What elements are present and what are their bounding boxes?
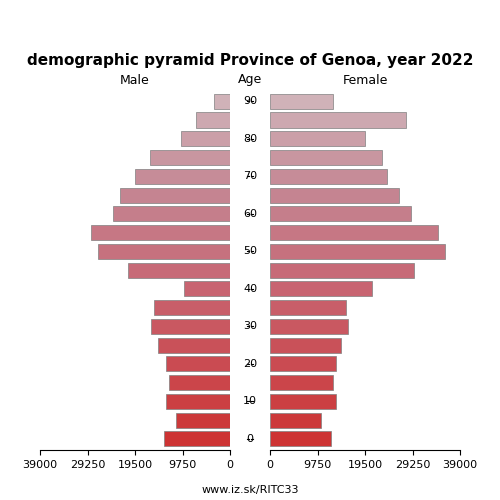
Bar xyxy=(270,412,321,428)
Bar xyxy=(270,300,345,315)
Bar xyxy=(98,244,230,259)
Bar xyxy=(270,131,365,146)
Text: 40: 40 xyxy=(243,284,257,294)
Bar xyxy=(176,412,230,428)
Text: 10: 10 xyxy=(243,396,257,406)
Bar xyxy=(270,394,336,409)
Text: demographic pyramid Province of Genoa, year 2022: demographic pyramid Province of Genoa, y… xyxy=(27,52,473,68)
Bar xyxy=(270,375,334,390)
Text: 0: 0 xyxy=(246,434,254,444)
Bar xyxy=(164,431,230,446)
Bar xyxy=(270,262,414,278)
Bar xyxy=(151,319,230,334)
Bar xyxy=(270,169,387,184)
Text: 60: 60 xyxy=(243,209,257,219)
Text: www.iz.sk/RITC33: www.iz.sk/RITC33 xyxy=(201,485,299,495)
Bar xyxy=(270,244,446,259)
Bar xyxy=(166,356,230,371)
Bar xyxy=(214,94,230,109)
Bar xyxy=(270,431,331,446)
Bar xyxy=(182,131,230,146)
Bar xyxy=(270,338,340,352)
Text: 30: 30 xyxy=(243,322,257,331)
Text: Age: Age xyxy=(238,74,262,86)
Bar xyxy=(270,188,399,202)
Bar xyxy=(270,94,334,109)
Text: 70: 70 xyxy=(243,171,257,181)
Bar xyxy=(270,356,336,371)
Bar xyxy=(120,188,230,202)
Bar xyxy=(135,169,230,184)
Bar xyxy=(270,112,406,128)
Text: 20: 20 xyxy=(243,359,257,369)
Bar xyxy=(184,281,230,296)
Bar xyxy=(166,394,230,409)
Bar xyxy=(154,300,230,315)
Bar xyxy=(270,225,438,240)
Bar xyxy=(270,281,372,296)
Text: 90: 90 xyxy=(243,96,257,106)
Bar xyxy=(158,338,230,352)
Text: 80: 80 xyxy=(243,134,257,144)
Bar xyxy=(91,225,230,240)
Bar xyxy=(169,375,230,390)
Bar xyxy=(270,206,412,221)
Bar xyxy=(128,262,230,278)
Text: 50: 50 xyxy=(243,246,257,256)
Bar xyxy=(196,112,230,128)
Bar xyxy=(113,206,230,221)
Bar xyxy=(270,150,382,165)
Bar xyxy=(270,319,348,334)
Text: Female: Female xyxy=(342,74,388,86)
Text: Male: Male xyxy=(120,74,150,86)
Bar xyxy=(150,150,230,165)
